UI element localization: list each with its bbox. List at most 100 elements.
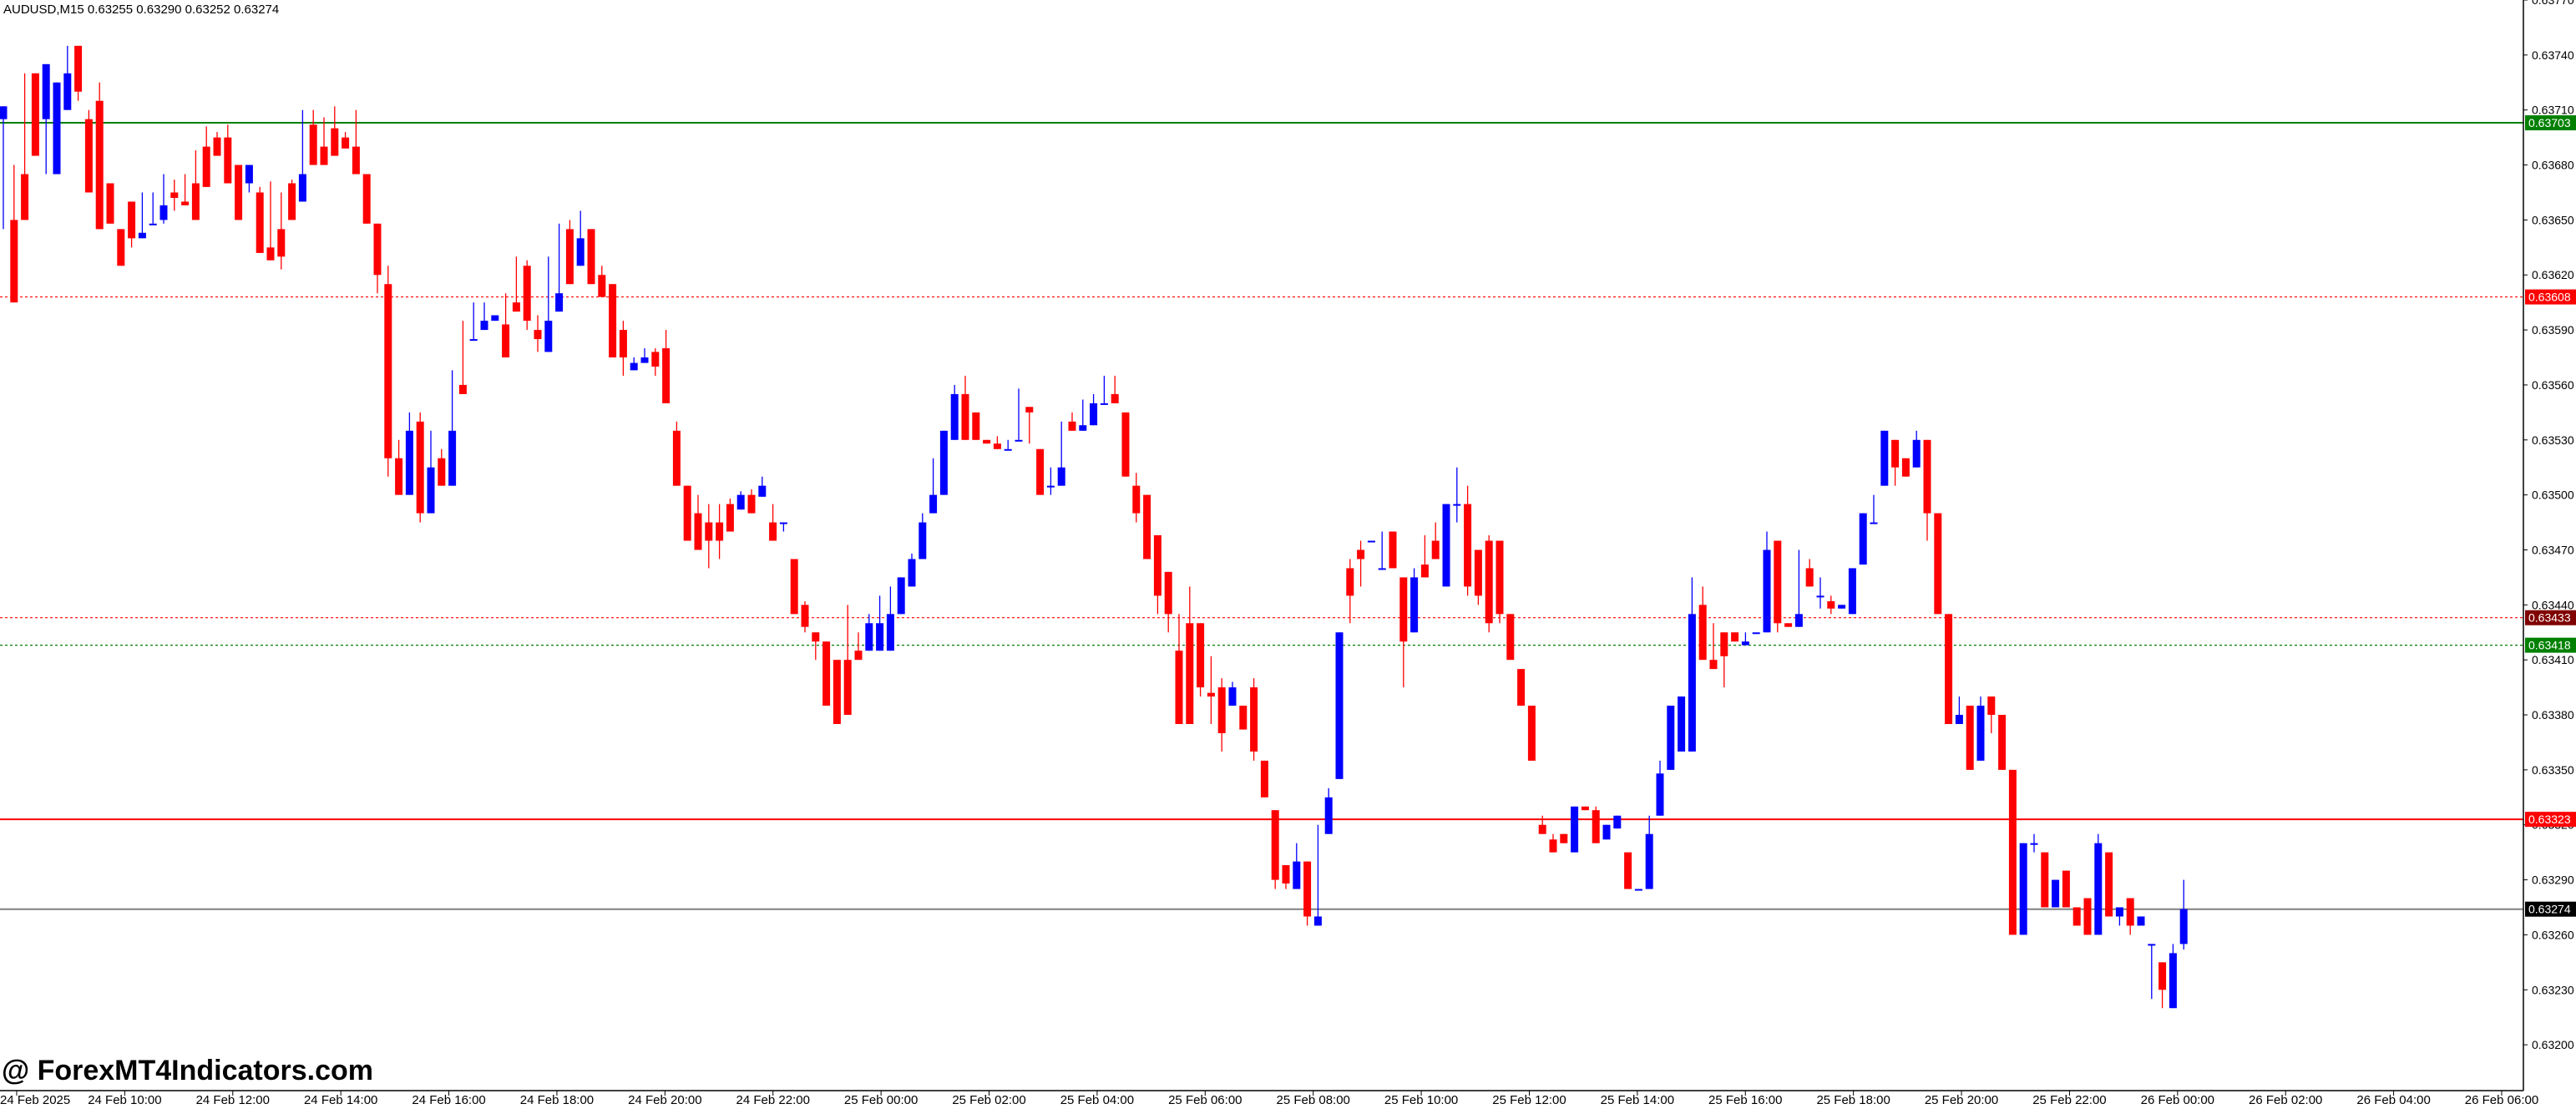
candle-body xyxy=(1143,494,1151,560)
candle-body xyxy=(1912,439,1921,468)
candle-body xyxy=(469,339,478,342)
candle-body xyxy=(2179,909,2188,944)
candle-body xyxy=(672,430,681,486)
candle-body xyxy=(95,100,104,230)
candle-body xyxy=(1934,513,1942,615)
candle-body xyxy=(1880,430,1889,486)
price-tick-label: 0.63680 xyxy=(2532,159,2574,172)
time-tick-label: 24 Feb 10:00 xyxy=(88,1093,161,1107)
candle-body xyxy=(1592,810,1600,843)
candle-body xyxy=(1645,833,1653,889)
candle-body xyxy=(1741,641,1749,646)
candle-body xyxy=(63,73,72,110)
level-tag-bg xyxy=(2525,115,2576,131)
time-tick-label: 26 Feb 04:00 xyxy=(2356,1093,2430,1107)
candle-body xyxy=(42,63,50,119)
time-tick-label: 25 Feb 10:00 xyxy=(1384,1093,1458,1107)
time-tick-label: 24 Feb 20:00 xyxy=(628,1093,701,1107)
time-tick-label: 24 Feb 22:00 xyxy=(736,1093,810,1107)
candle-body xyxy=(31,73,39,156)
candle-body xyxy=(790,559,798,615)
candle-body xyxy=(1987,696,1996,716)
candle-body xyxy=(1217,687,1226,733)
candle-body xyxy=(1282,865,1290,884)
candle-body xyxy=(1613,815,1622,829)
price-tick-label: 0.63560 xyxy=(2532,378,2574,392)
level-tag-bg xyxy=(2525,812,2576,828)
price-tick-label: 0.63590 xyxy=(2532,323,2574,337)
candle-body xyxy=(1485,540,1493,624)
candle-body xyxy=(1079,425,1087,431)
candle-body xyxy=(1228,687,1237,706)
candle-body xyxy=(2008,769,2017,935)
candle-body xyxy=(1378,568,1386,570)
candle-body xyxy=(309,124,317,165)
candle-body xyxy=(1164,571,1172,615)
candle-body xyxy=(405,430,413,495)
candle-body xyxy=(1464,504,1472,587)
candle-body xyxy=(438,458,446,486)
candle-body xyxy=(1678,696,1686,752)
candle-body xyxy=(555,293,564,312)
candle-body xyxy=(587,229,595,285)
candle-body xyxy=(598,275,606,297)
candle-body xyxy=(1015,439,1023,442)
level-tag-label: 0.63274 xyxy=(2528,903,2571,916)
candle-body xyxy=(512,302,520,312)
candle-body xyxy=(972,412,980,440)
candle-body xyxy=(1132,485,1141,514)
candle-body xyxy=(1357,549,1365,560)
candle-body xyxy=(1976,706,1985,761)
time-tick-label: 25 Feb 00:00 xyxy=(844,1093,918,1107)
price-tick-label: 0.63770 xyxy=(2532,0,2574,7)
price-tick-label: 0.63230 xyxy=(2532,983,2574,996)
time-tick-label: 24 Feb 2025 xyxy=(0,1093,70,1107)
candle-body xyxy=(1303,861,1312,917)
candle-body xyxy=(106,183,114,224)
candle-body xyxy=(117,229,125,266)
level-tag-label: 0.63433 xyxy=(2528,611,2571,625)
candle-body xyxy=(1175,651,1183,725)
candle-body xyxy=(1431,540,1440,560)
candle-body xyxy=(523,266,531,322)
price-tick-label: 0.63710 xyxy=(2532,104,2574,117)
price-tick-label: 0.63470 xyxy=(2532,543,2574,556)
candle-body xyxy=(854,651,863,661)
candle-body xyxy=(362,174,371,224)
candle-body xyxy=(2115,907,2123,917)
candle-body xyxy=(1998,715,2007,770)
level-tag-bg xyxy=(2525,901,2576,917)
time-tick-label: 24 Feb 12:00 xyxy=(196,1093,270,1107)
candle-body xyxy=(683,485,691,541)
candle-body xyxy=(534,330,542,340)
candles xyxy=(0,45,2188,1009)
candle-body xyxy=(576,238,585,266)
candle-body xyxy=(1111,393,1119,403)
time-tick-label: 25 Feb 12:00 xyxy=(1492,1093,1566,1107)
candle-body xyxy=(191,183,200,220)
candle-body xyxy=(726,504,734,532)
candle-body xyxy=(801,605,809,627)
candle-body xyxy=(256,192,264,253)
candle-body xyxy=(822,641,831,706)
candle-body xyxy=(1891,439,1900,468)
candle-body xyxy=(1399,577,1408,642)
candle-body xyxy=(651,352,660,367)
time-axis: 24 Feb 2025 24 Feb 10:00 24 Feb 12:00 24 Fe… xyxy=(0,1091,2538,1107)
candle-body xyxy=(427,467,435,514)
candle-body xyxy=(993,443,1001,449)
candle-body xyxy=(1527,706,1536,761)
candle-body xyxy=(245,165,253,184)
candle-body xyxy=(288,183,296,220)
candle-body xyxy=(640,357,649,363)
candle-body xyxy=(416,421,424,514)
time-tick-label: 25 Feb 08:00 xyxy=(1276,1093,1349,1107)
price-tick-label: 0.63500 xyxy=(2532,489,2574,502)
candle-body xyxy=(919,522,927,560)
time-tick-label: 25 Feb 22:00 xyxy=(2032,1093,2106,1107)
candle-body xyxy=(1474,549,1482,596)
candle-body xyxy=(716,522,724,541)
candle-body xyxy=(1186,623,1194,725)
